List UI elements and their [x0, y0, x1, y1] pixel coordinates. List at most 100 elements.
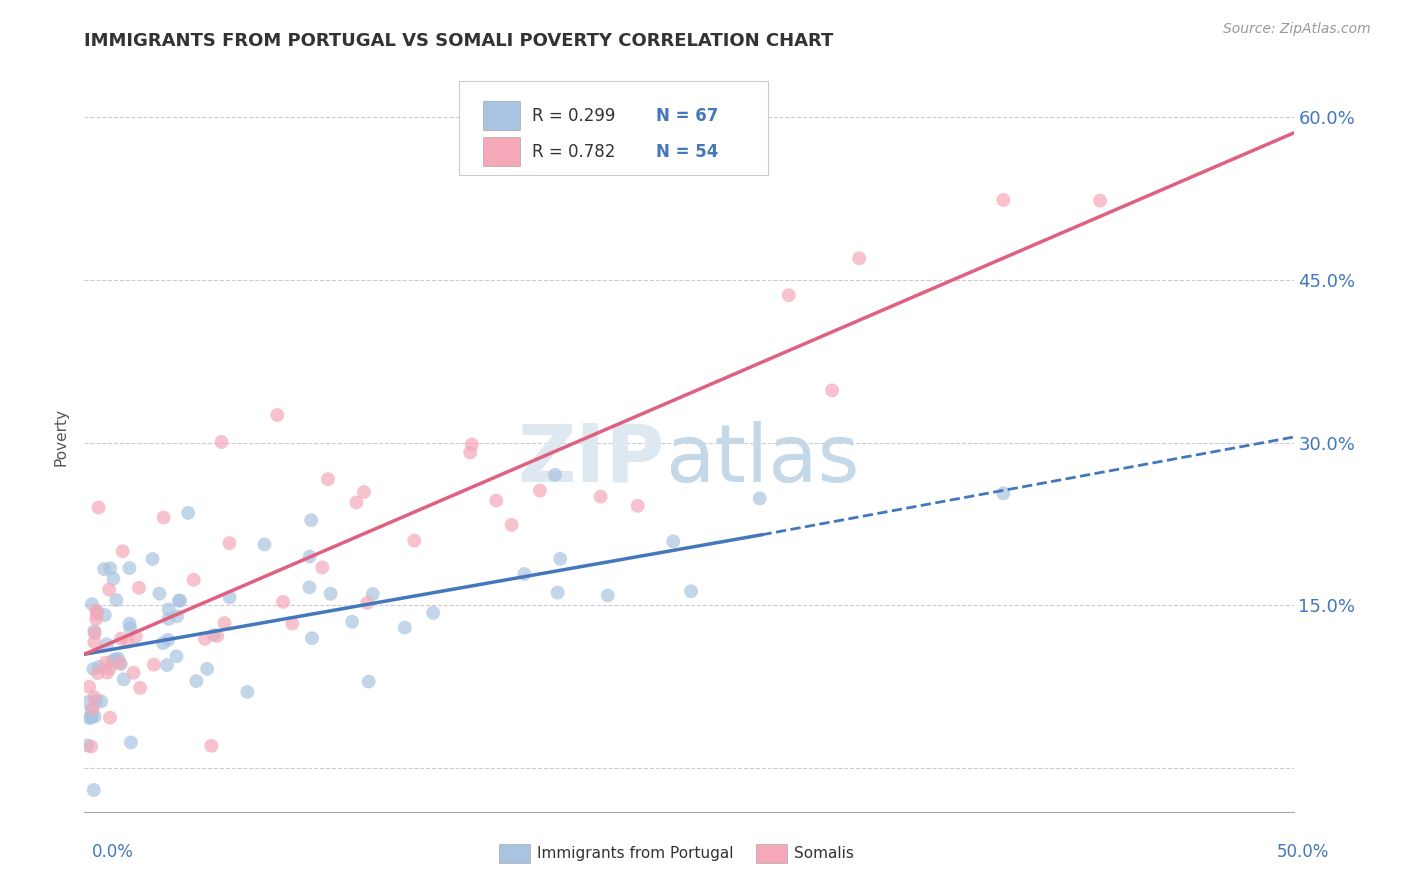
Point — [422, 606, 444, 620]
Point — [681, 584, 703, 599]
Text: N = 67: N = 67 — [657, 107, 718, 125]
Point — [110, 632, 132, 646]
Point — [94, 656, 117, 670]
Point — [993, 486, 1015, 500]
Y-axis label: Poverty: Poverty — [53, 408, 69, 467]
Text: R = 0.299: R = 0.299 — [531, 107, 614, 125]
Point — [544, 467, 567, 482]
Point — [186, 674, 208, 689]
Point — [76, 695, 98, 709]
Point — [485, 493, 508, 508]
Point — [183, 573, 205, 587]
Point — [98, 582, 121, 597]
Point — [83, 709, 105, 723]
Point — [529, 483, 551, 498]
Point — [80, 710, 103, 724]
Point — [83, 690, 105, 705]
Point — [96, 665, 118, 680]
Point — [177, 506, 200, 520]
Point — [84, 694, 107, 708]
Point — [461, 437, 484, 451]
Point — [662, 534, 685, 549]
Point — [218, 536, 240, 550]
Point — [394, 621, 416, 635]
Point — [103, 572, 125, 586]
Point — [125, 630, 148, 644]
Point — [253, 537, 276, 551]
Point — [340, 615, 363, 629]
Point — [87, 665, 110, 680]
Point — [79, 711, 101, 725]
Point — [83, 783, 105, 797]
Point — [122, 665, 145, 680]
Point — [118, 561, 141, 575]
Point — [501, 517, 523, 532]
Point — [83, 626, 105, 640]
Text: Somalis: Somalis — [794, 847, 855, 861]
Point — [169, 593, 191, 607]
Point — [142, 657, 165, 672]
Point — [298, 549, 321, 564]
Point — [83, 635, 105, 649]
Point — [236, 685, 259, 699]
Text: atlas: atlas — [665, 420, 859, 499]
Point — [166, 649, 188, 664]
Bar — [484, 137, 520, 166]
Point — [157, 612, 180, 626]
Point — [627, 499, 650, 513]
Point — [77, 680, 100, 694]
Point — [218, 591, 240, 605]
Text: N = 54: N = 54 — [657, 143, 718, 161]
Text: R = 0.782: R = 0.782 — [531, 143, 614, 161]
Text: Immigrants from Portugal: Immigrants from Portugal — [537, 847, 734, 861]
Point — [108, 656, 131, 670]
Point — [110, 657, 132, 671]
Point — [301, 632, 323, 646]
Text: 0.0%: 0.0% — [91, 843, 134, 861]
Point — [848, 252, 870, 266]
Point — [357, 674, 380, 689]
Point — [152, 636, 174, 650]
Point — [86, 607, 108, 622]
Text: IMMIGRANTS FROM PORTUGAL VS SOMALI POVERTY CORRELATION CHART: IMMIGRANTS FROM PORTUGAL VS SOMALI POVER… — [84, 32, 834, 50]
Point — [821, 384, 844, 398]
Point — [93, 562, 115, 576]
Point — [319, 587, 342, 601]
Point — [194, 632, 217, 646]
Point — [76, 739, 98, 753]
Point — [128, 581, 150, 595]
Point — [87, 660, 110, 674]
Point — [211, 434, 233, 449]
Text: 50.0%: 50.0% — [1277, 843, 1329, 861]
Bar — [484, 102, 520, 130]
Point — [281, 616, 304, 631]
Point — [80, 703, 103, 717]
Point — [271, 595, 294, 609]
Point — [548, 552, 571, 566]
Point — [748, 491, 770, 506]
Point — [96, 637, 118, 651]
Point — [166, 609, 188, 624]
Point — [120, 621, 142, 635]
Point — [513, 567, 536, 582]
Point — [353, 485, 375, 500]
Point — [195, 662, 218, 676]
Point — [346, 495, 368, 509]
Point — [82, 662, 104, 676]
Point — [105, 593, 128, 607]
Point — [98, 711, 121, 725]
Point — [94, 608, 117, 623]
Point — [80, 739, 103, 754]
Point — [404, 533, 426, 548]
FancyBboxPatch shape — [460, 81, 768, 175]
Point — [589, 490, 612, 504]
Point — [98, 561, 121, 575]
Text: ZIP: ZIP — [517, 420, 665, 499]
Point — [86, 605, 108, 619]
Point — [80, 709, 103, 723]
Point — [316, 472, 339, 486]
Point — [148, 586, 170, 600]
Point — [596, 589, 619, 603]
Point — [83, 624, 105, 639]
Point — [141, 552, 163, 566]
